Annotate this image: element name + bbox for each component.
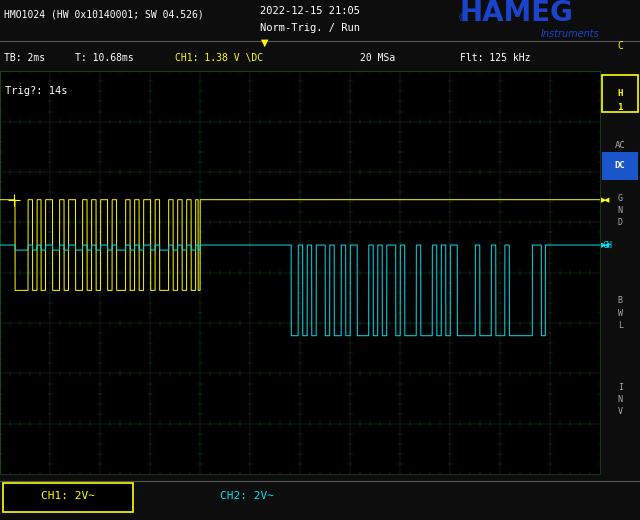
Text: 2022-12-15 21:05: 2022-12-15 21:05 — [260, 6, 360, 16]
Text: N: N — [618, 395, 623, 404]
Text: G: G — [618, 193, 623, 203]
Text: ▼: ▼ — [261, 38, 269, 48]
Text: HMO1024 (HW 0x10140001; SW 04.526): HMO1024 (HW 0x10140001; SW 04.526) — [4, 9, 204, 19]
FancyBboxPatch shape — [602, 152, 638, 180]
Text: CH2: 2V∼: CH2: 2V∼ — [220, 491, 274, 501]
Text: CH1: 2V∼: CH1: 2V∼ — [41, 491, 95, 501]
Text: ◀: ◀ — [604, 242, 609, 248]
FancyBboxPatch shape — [3, 484, 133, 512]
FancyBboxPatch shape — [602, 75, 638, 112]
Text: T: 10.68ms: T: 10.68ms — [75, 54, 134, 63]
Text: DC: DC — [615, 161, 625, 171]
Text: HAMEG: HAMEG — [460, 0, 574, 27]
Text: ▶: ▶ — [602, 242, 607, 248]
Text: ◀: ◀ — [604, 197, 609, 203]
Text: I: I — [618, 383, 623, 392]
Text: ®: ® — [458, 13, 468, 23]
Text: Trig?: 14s: Trig?: 14s — [5, 86, 67, 96]
Text: Instruments: Instruments — [541, 29, 600, 39]
Text: D: D — [618, 218, 623, 227]
Text: B: B — [618, 296, 623, 305]
Text: CH: CH — [603, 241, 613, 250]
Text: C: C — [617, 41, 623, 50]
Text: V: V — [618, 407, 623, 417]
Text: H: H — [618, 89, 623, 98]
Text: Flt: 125 kHz: Flt: 125 kHz — [460, 54, 531, 63]
Text: N: N — [618, 206, 623, 215]
Text: ▶: ▶ — [602, 197, 607, 203]
Text: TB: 2ms: TB: 2ms — [4, 54, 45, 63]
Text: AC: AC — [615, 141, 625, 150]
Text: W: W — [618, 308, 623, 318]
Text: L: L — [618, 321, 623, 330]
Text: Norm-Trig. / Run: Norm-Trig. / Run — [260, 23, 360, 33]
Text: CH1: 1.38 V \DC: CH1: 1.38 V \DC — [175, 54, 263, 63]
Text: 1: 1 — [618, 103, 623, 112]
Text: 20 MSa: 20 MSa — [360, 54, 396, 63]
